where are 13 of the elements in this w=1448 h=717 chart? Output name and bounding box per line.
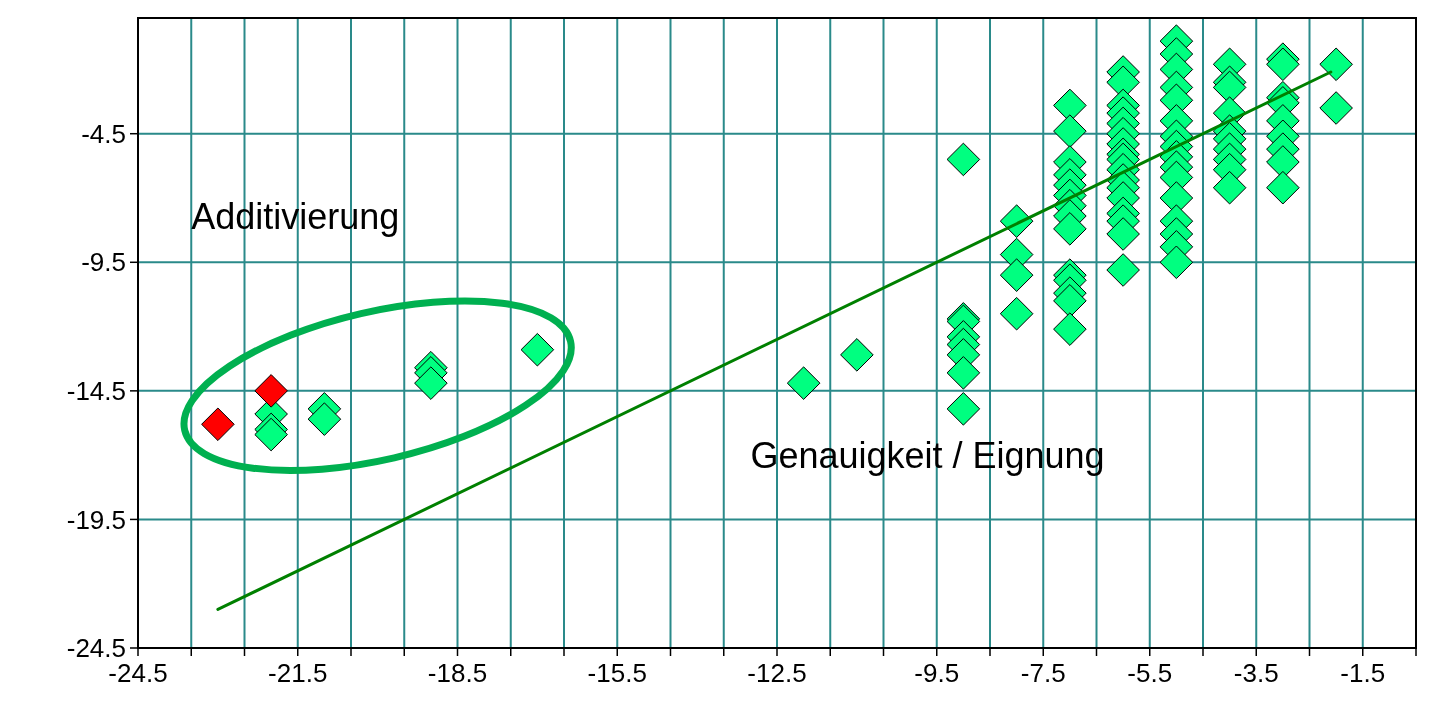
x-tick-label: -12.5: [747, 658, 807, 688]
y-tick-label: -9.5: [81, 247, 126, 278]
x-tick-label: -9.5: [914, 658, 960, 688]
x-tick-label: -7.5: [1020, 658, 1066, 688]
x-tick-label: -21.5: [268, 658, 328, 688]
x-tick-label: -15.5: [587, 658, 647, 688]
x-tick-label: -3.5: [1233, 658, 1279, 688]
y-tick-label: -4.5: [81, 118, 126, 149]
y-tick-label: -19.5: [66, 504, 126, 535]
x-tick-label: -1.5: [1340, 658, 1386, 688]
x-tick-label: -5.5: [1127, 658, 1173, 688]
x-tick-label: -18.5: [427, 658, 488, 688]
y-tick-label: -14.5: [66, 375, 126, 406]
